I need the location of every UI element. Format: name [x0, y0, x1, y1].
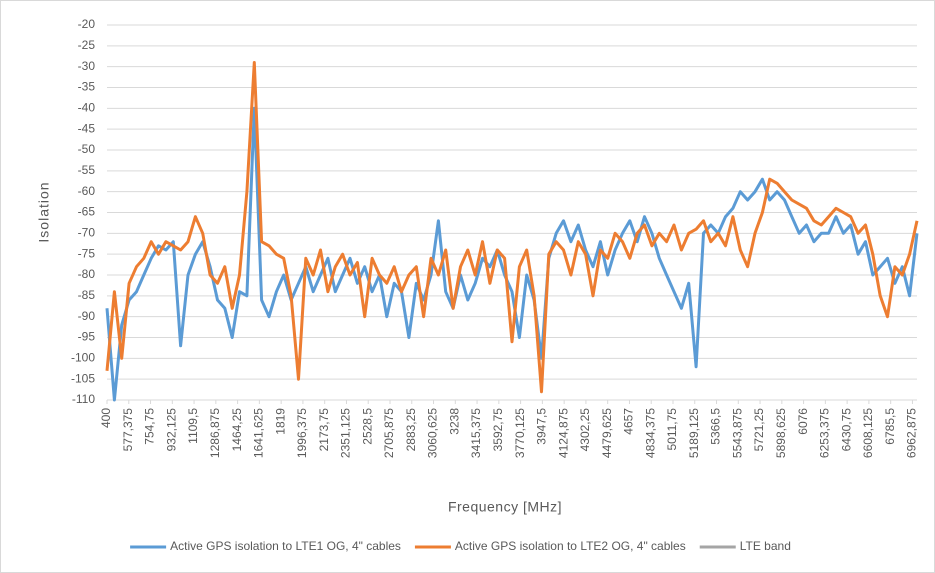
y-tick-label: -50: [78, 142, 96, 156]
legend-label: LTE band: [740, 539, 791, 553]
x-tick-label: 1819: [273, 408, 287, 435]
x-tick-label: 5366,5: [709, 408, 723, 445]
x-tick-label: 5189,125: [687, 408, 701, 458]
x-tick-label: 6430,75: [839, 408, 853, 452]
x-tick-label: 5543,875: [730, 408, 744, 458]
x-tick-label: 4302,25: [578, 408, 592, 452]
x-tick-label: 1464,25: [230, 408, 244, 452]
x-tick-label: 6076: [796, 408, 810, 435]
legend-label: Active GPS isolation to LTE1 OG, 4" cabl…: [170, 539, 401, 553]
series-line: [105, 61, 919, 394]
x-tick-label: 2705,875: [382, 408, 396, 458]
x-tick-label: 6253,375: [818, 408, 832, 458]
x-tick-label: 2883,25: [404, 408, 418, 452]
x-tick-label: 5011,75: [665, 408, 679, 451]
x-tick-label: 3947,5: [535, 408, 549, 445]
x-tick-label: 5721,25: [752, 408, 766, 452]
x-tick-label: 4124,875: [556, 408, 570, 458]
x-axis-title: Frequency [MHz]: [448, 499, 562, 515]
x-tick-label: 1996,375: [295, 408, 309, 458]
x-tick-label: 1286,875: [208, 408, 222, 458]
x-tick-label: 3060,625: [426, 408, 440, 458]
x-tick-label: 6962,875: [905, 408, 919, 458]
x-tick-label: 3770,125: [513, 408, 527, 458]
y-tick-label: -75: [78, 246, 96, 260]
y-tick-label: -80: [78, 267, 96, 281]
x-tick-label: 3592,75: [491, 408, 505, 452]
legend-label: Active GPS isolation to LTE2 OG, 4" cabl…: [455, 539, 686, 553]
x-tick-label: 6785,5: [883, 408, 897, 445]
x-tick-label: 577,375: [121, 408, 135, 452]
x-tick-label: 3238: [447, 408, 461, 435]
x-tick-label: 4479,625: [600, 408, 614, 458]
y-tick-label: -35: [78, 80, 96, 94]
x-tick-label: 1641,625: [252, 408, 266, 458]
y-axis-title: Isolation: [36, 181, 52, 242]
y-tick-label: -20: [78, 17, 96, 31]
series-line: [105, 106, 919, 402]
x-tick-label: 754,75: [143, 408, 157, 445]
y-tick-label: -95: [78, 330, 96, 344]
y-tick-label: -90: [78, 309, 96, 323]
x-tick-label: 2351,125: [339, 408, 353, 458]
y-tick-label: -110: [72, 392, 95, 406]
y-tick-label: -30: [78, 59, 96, 73]
x-tick-label: 932,125: [164, 408, 178, 452]
y-tick-label: -55: [78, 163, 96, 177]
y-tick-label: -85: [78, 288, 96, 302]
y-tick-label: -100: [71, 351, 95, 365]
x-tick-label: 2528,5: [360, 408, 374, 445]
y-tick-label: -40: [78, 101, 96, 115]
y-tick-label: -25: [78, 38, 96, 52]
y-tick-label: -105: [71, 371, 95, 385]
y-tick-label: -45: [78, 121, 96, 135]
y-tick-label: -60: [78, 184, 96, 198]
y-tick-label: -65: [78, 205, 96, 219]
x-tick-label: 1109,5: [186, 408, 200, 444]
x-tick-label: 3415,375: [469, 408, 483, 458]
x-tick-label: 4834,375: [643, 408, 657, 458]
x-tick-label: 2173,75: [317, 408, 331, 452]
x-tick-label: 5898,625: [774, 408, 788, 458]
x-tick-label: 400: [99, 408, 113, 428]
y-tick-label: -70: [78, 226, 96, 240]
x-tick-label: 4657: [622, 408, 636, 435]
x-tick-label: 6608,125: [861, 408, 875, 458]
